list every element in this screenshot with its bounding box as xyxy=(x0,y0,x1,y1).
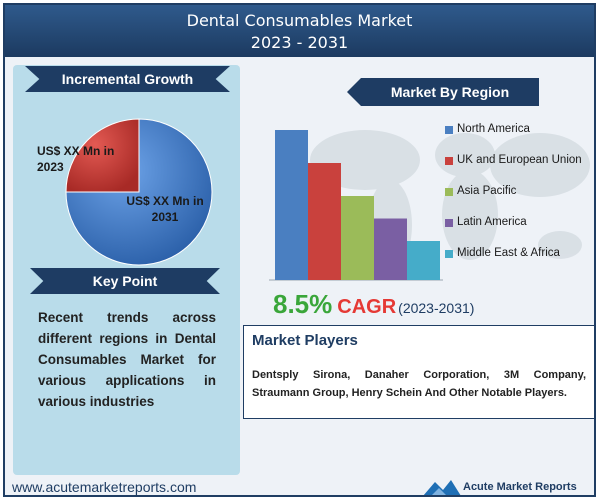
footer-url[interactable]: www.acutemarketreports.com xyxy=(12,479,197,495)
brand-logo-icon xyxy=(423,480,461,495)
bar-asia-pacific xyxy=(341,196,374,280)
legend-swatch xyxy=(445,126,453,134)
market-players-title: Market Players xyxy=(252,332,358,349)
cagr-value: 8.5% xyxy=(273,289,333,319)
legend-item: North America xyxy=(445,123,582,154)
bar-uk-and-european-union xyxy=(308,163,341,280)
market-by-region-label: Market By Region xyxy=(391,84,509,100)
bar-latin-america xyxy=(374,218,407,280)
legend-swatch xyxy=(445,250,453,258)
legend-label: Latin America xyxy=(457,216,527,228)
pie-label-2031: US$ XX Mn in 2031 xyxy=(126,194,204,224)
header-bar: Dental Consumables Market 2023 - 2031 xyxy=(5,5,594,57)
region-bar-chart xyxy=(269,130,443,281)
pie-slice-2023 xyxy=(65,118,140,193)
pie-label-2023: US$ XX Mn in 2023 xyxy=(37,144,115,174)
market-players-text: Dentsply Sirona, Danaher Corporation, 3M… xyxy=(252,369,586,399)
bar-middle-east-africa xyxy=(407,241,440,280)
footer-brand: Acute Market Reports xyxy=(463,481,577,493)
market-by-region-ribbon: Market By Region xyxy=(347,78,539,106)
legend-label: Asia Pacific xyxy=(457,185,517,197)
key-point-text: Recent trends across different regions i… xyxy=(38,310,216,409)
legend-swatch xyxy=(445,157,453,165)
legend-label: UK and European Union xyxy=(457,154,582,166)
market-players-box: Market Players Dentsply Sirona, Danaher … xyxy=(243,325,594,419)
infographic-frame: Dental Consumables Market 2023 - 2031 In… xyxy=(3,3,596,497)
legend-item: Latin America xyxy=(445,216,582,247)
incremental-growth-pie xyxy=(65,118,213,266)
incremental-growth-ribbon: Incremental Growth xyxy=(25,66,230,92)
legend-swatch xyxy=(445,188,453,196)
page-period: 2023 - 2031 xyxy=(250,33,349,52)
legend-item: UK and European Union xyxy=(445,154,582,185)
region-legend: North America UK and European Union Asia P… xyxy=(445,123,582,278)
key-point-label: Key Point xyxy=(92,273,158,289)
cagr-block: 8.5% CAGR (2023-2031) xyxy=(273,289,474,320)
legend-item: Middle East & Africa xyxy=(445,247,582,278)
cagr-label: CAGR xyxy=(337,296,397,318)
legend-label: Middle East & Africa xyxy=(457,247,560,259)
page-title: Dental Consumables Market xyxy=(186,11,413,30)
cagr-period: (2023-2031) xyxy=(398,300,475,316)
key-point-ribbon: Key Point xyxy=(30,268,220,294)
incremental-growth-label: Incremental Growth xyxy=(61,71,194,87)
legend-label: North America xyxy=(457,123,530,135)
footer: www.acutemarketreports.com Acute Market … xyxy=(5,475,594,495)
legend-item: Asia Pacific xyxy=(445,185,582,216)
legend-swatch xyxy=(445,219,453,227)
pie-slice-2031 xyxy=(65,118,213,266)
bar-north-america xyxy=(275,130,308,280)
